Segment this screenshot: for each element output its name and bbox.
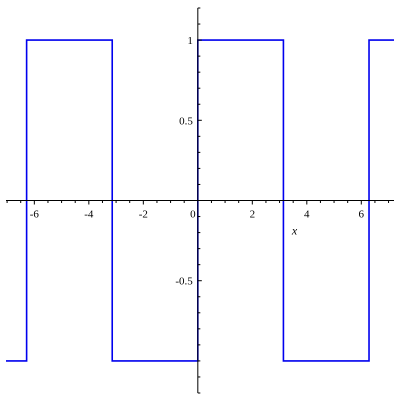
axes-layer [6, 7, 394, 394]
y-tick-label: 0.5 [179, 115, 193, 127]
x-tick-label: -6 [30, 209, 40, 221]
x-tick-label: 0 [190, 209, 196, 221]
y-tick-label: -0.5 [175, 276, 193, 288]
x-tick-label: 6 [359, 209, 365, 221]
x-tick-label: 2 [250, 209, 256, 221]
label-layer: -6 -4 -2 0 2 4 6 1 0.5 -0.5 x [30, 35, 365, 288]
x-axis-title: x [291, 224, 298, 238]
x-tick-label: -2 [139, 209, 148, 221]
x-tick-label: -4 [84, 209, 94, 221]
x-tick-label: 4 [304, 209, 310, 221]
y-tick-label: 1 [187, 35, 193, 47]
